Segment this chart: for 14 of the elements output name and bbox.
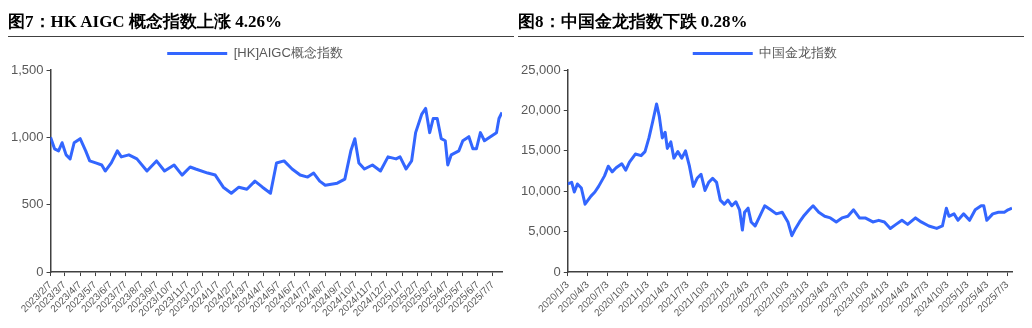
y-tick-label: 500 xyxy=(21,196,44,212)
y-tick-label: 1,500 xyxy=(10,61,44,77)
chart-title: 图7：HK AIGC 概念指数上涨 4.26% xyxy=(8,8,514,37)
y-tick-label: 0 xyxy=(36,263,44,279)
y-tick-label: 10,000 xyxy=(521,182,561,198)
y-tick-label: 20,000 xyxy=(521,101,561,117)
legend-label: [HK]AIGC概念指数 xyxy=(233,45,343,61)
y-tick-label: 0 xyxy=(553,263,561,279)
legend-label: 中国金龙指数 xyxy=(759,45,838,61)
y-tick-label: 15,000 xyxy=(521,142,561,158)
y-tick-label: 25,000 xyxy=(521,61,561,77)
y-tick-label: 1,000 xyxy=(10,128,44,144)
y-tick-label: 5,000 xyxy=(528,223,561,239)
chart-title: 图8：中国金龙指数下跌 0.28% xyxy=(518,8,1024,37)
